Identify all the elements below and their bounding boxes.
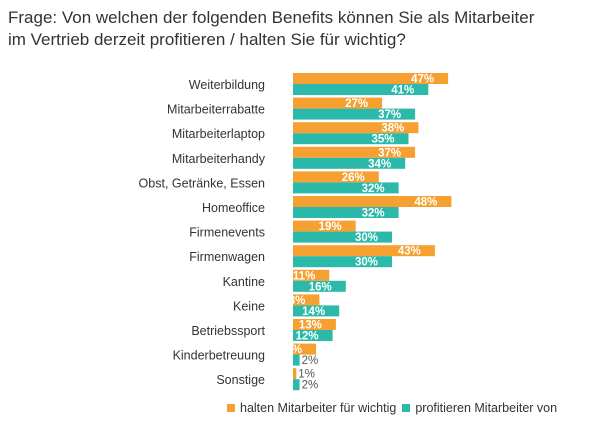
value-label-profitieren-weiterbildung: 41% bbox=[391, 85, 414, 97]
bar-profitieren-firmenwagen bbox=[293, 256, 392, 268]
category-label-homeoffice: Homeoffice bbox=[202, 201, 265, 215]
bar-profitieren-obst-getränke-essen bbox=[293, 182, 399, 194]
bar-chart: Weiterbildung 47%41% Mitarbeiterrabatte 27%… bbox=[139, 73, 452, 392]
bar-profitieren-kantine bbox=[293, 280, 346, 292]
category-label-mitarbeiterlaptop: Mitarbeiterlaptop bbox=[172, 127, 265, 141]
value-label-wichtig-sonstige: 1% bbox=[298, 369, 315, 381]
bar-wichtig-firmenevents bbox=[293, 220, 356, 232]
bar-wichtig-homeoffice bbox=[293, 196, 452, 207]
bar-profitieren-homeoffice bbox=[293, 207, 399, 218]
legend-item-wichtig: halten Mitarbeiter für wichtig bbox=[227, 401, 396, 415]
category-label-mitarbeiterhandy: Mitarbeiterhandy bbox=[172, 152, 266, 166]
value-label-profitieren-homeoffice: 32% bbox=[362, 208, 385, 220]
bar-wichtig-sonstige bbox=[293, 368, 297, 380]
value-label-wichtig-homeoffice: 48% bbox=[414, 197, 437, 209]
value-label-profitieren-betriebssport: 12% bbox=[296, 331, 319, 343]
legend-swatch-profitieren bbox=[402, 404, 411, 412]
value-label-profitieren-kantine: 16% bbox=[309, 281, 332, 293]
bar-wichtig-firmenwagen bbox=[293, 245, 435, 257]
value-label-wichtig-kantine: 11% bbox=[293, 270, 315, 282]
value-label-profitieren-keine: 14% bbox=[302, 306, 325, 318]
value-label-wichtig-obst-getränke-essen: 26% bbox=[342, 172, 365, 184]
value-label-wichtig-mitarbeiterhandy: 37% bbox=[378, 147, 401, 159]
bar-wichtig-kantine bbox=[293, 269, 330, 281]
bar-profitieren-sonstige bbox=[293, 379, 300, 391]
value-label-wichtig-keine: 8% bbox=[289, 295, 306, 307]
legend-item-profitieren: profitieren Mitarbeiter von bbox=[402, 401, 557, 415]
value-label-profitieren-mitarbeiterlaptop: 35% bbox=[371, 134, 394, 146]
title-line-1: Frage: Von welchen der folgenden Benefit… bbox=[8, 8, 535, 27]
category-label-keine: Keine bbox=[233, 299, 265, 313]
bar-wichtig-kinderbetreuung bbox=[293, 343, 317, 355]
value-label-profitieren-sonstige: 2% bbox=[302, 380, 319, 392]
value-label-profitieren-obst-getränke-essen: 32% bbox=[362, 183, 385, 195]
bar-wichtig-mitarbeiterlaptop bbox=[293, 122, 419, 134]
category-label-firmenevents: Firmenevents bbox=[189, 226, 265, 240]
value-label-profitieren-mitarbeiterrabatte: 37% bbox=[378, 109, 401, 121]
category-label-kantine: Kantine bbox=[223, 275, 265, 289]
bar-wichtig-mitarbeiterrabatte bbox=[293, 97, 383, 109]
bar-profitieren-betriebssport bbox=[293, 330, 333, 341]
chart-title: Frage: Von welchen der folgenden Benefit… bbox=[8, 7, 598, 51]
bar-profitieren-mitarbeiterhandy bbox=[293, 157, 406, 169]
bar-profitieren-keine bbox=[293, 305, 340, 317]
value-label-wichtig-weiterbildung: 47% bbox=[411, 74, 434, 86]
value-label-wichtig-betriebssport: 13% bbox=[299, 320, 322, 332]
category-label-obst-getränke-essen: Obst, Getränke, Essen bbox=[139, 176, 265, 190]
category-label-betriebssport: Betriebssport bbox=[191, 324, 265, 338]
category-label-mitarbeiterrabatte: Mitarbeiterrabatte bbox=[167, 103, 265, 117]
title-line-2: im Vertrieb derzeit profitieren / halten… bbox=[8, 30, 406, 49]
value-label-profitieren-mitarbeiterhandy: 34% bbox=[368, 158, 391, 170]
legend-swatch-wichtig bbox=[227, 404, 235, 412]
bar-profitieren-weiterbildung bbox=[293, 84, 429, 95]
value-label-wichtig-firmenevents: 19% bbox=[319, 221, 342, 233]
bar-profitieren-firmenevents bbox=[293, 231, 392, 243]
value-label-wichtig-mitarbeiterlaptop: 38% bbox=[381, 123, 404, 135]
legend-label-profitieren: profitieren Mitarbeiter von bbox=[415, 401, 558, 415]
bar-wichtig-obst-getränke-essen bbox=[293, 171, 379, 183]
value-label-wichtig-mitarbeiterrabatte: 27% bbox=[345, 98, 368, 110]
category-label-kinderbetreuung: Kinderbetreuung bbox=[173, 349, 265, 363]
category-label-weiterbildung: Weiterbildung bbox=[189, 78, 265, 92]
bar-wichtig-mitarbeiterhandy bbox=[293, 146, 416, 158]
bar-profitieren-mitarbeiterlaptop bbox=[293, 133, 409, 145]
bar-wichtig-keine bbox=[293, 294, 320, 306]
category-label-firmenwagen: Firmenwagen bbox=[189, 250, 265, 264]
bar-profitieren-mitarbeiterrabatte bbox=[293, 108, 416, 120]
value-label-profitieren-kinderbetreuung: 2% bbox=[302, 355, 319, 367]
legend: halten Mitarbeiter für wichtig profitier… bbox=[227, 401, 563, 415]
value-label-wichtig-kinderbetreuung: 7% bbox=[285, 344, 302, 356]
value-label-profitieren-firmenwagen: 30% bbox=[355, 257, 378, 269]
legend-label-wichtig: halten Mitarbeiter für wichtig bbox=[240, 401, 397, 415]
bar-profitieren-kinderbetreuung bbox=[293, 354, 300, 366]
bar-wichtig-betriebssport bbox=[293, 319, 336, 330]
value-label-wichtig-firmenwagen: 43% bbox=[398, 246, 421, 258]
bar-wichtig-weiterbildung bbox=[293, 73, 449, 84]
category-label-sonstige: Sonstige bbox=[216, 373, 265, 387]
value-label-profitieren-firmenevents: 30% bbox=[355, 232, 378, 244]
